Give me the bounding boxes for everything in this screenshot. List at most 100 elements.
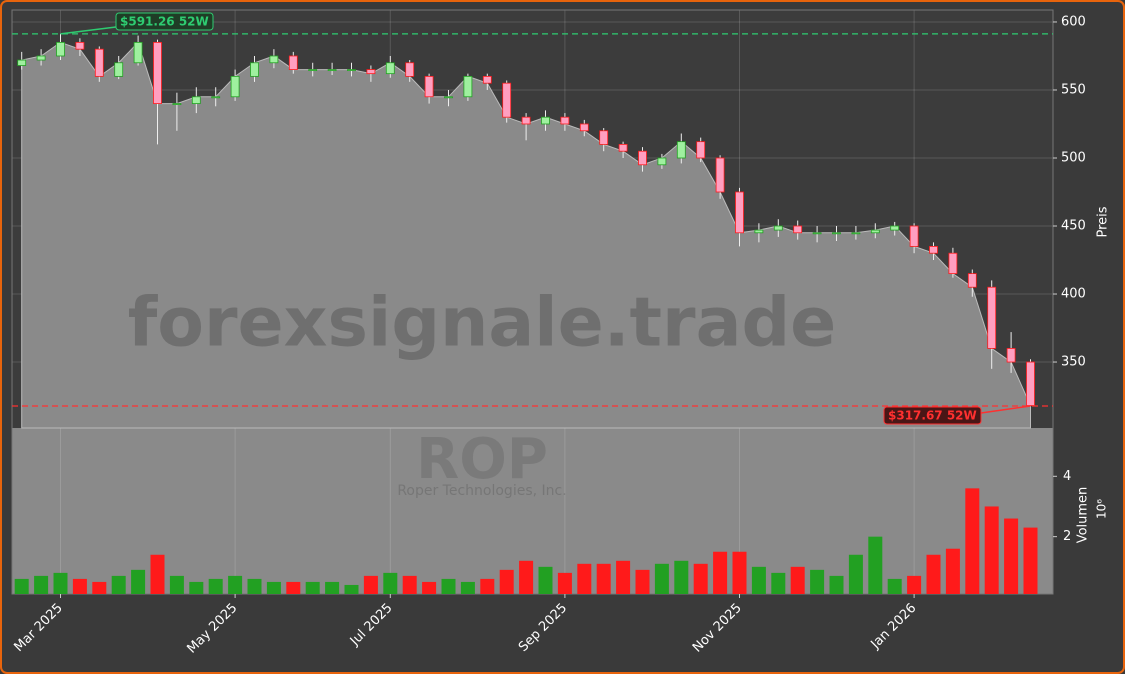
candle-body	[541, 116, 550, 125]
annotation-label: $591.26 52W	[120, 15, 209, 29]
candle-body	[94, 48, 104, 77]
candle-body	[211, 96, 221, 99]
y2-multiplier: 10⁶	[1095, 499, 1109, 519]
volume-bar	[266, 581, 281, 594]
candle-body	[444, 96, 453, 99]
candle-body	[36, 55, 46, 61]
volume-bar	[441, 578, 456, 594]
volume-bar	[907, 575, 922, 594]
volume-bar	[402, 575, 417, 594]
volume-bar	[72, 578, 87, 594]
annotation-arrow	[60, 26, 117, 35]
volume-bar	[984, 506, 999, 594]
watermark: forexsignale.trade	[128, 284, 837, 363]
candle-body	[812, 232, 822, 235]
volume-bar	[616, 560, 631, 594]
company-watermark: Roper Technologies, Inc.	[397, 483, 566, 499]
candle-body	[482, 75, 492, 84]
volume-bar	[829, 575, 844, 594]
volume-bar	[247, 578, 262, 594]
volume-bar	[732, 551, 747, 594]
candle-body	[618, 143, 628, 152]
annotation-box	[883, 406, 982, 425]
volume-bar	[868, 536, 883, 594]
volume-bar	[34, 575, 49, 594]
candle-body	[56, 41, 65, 57]
volume-bar	[499, 569, 514, 594]
candle-body	[560, 116, 570, 125]
y-tick-label: 400	[1061, 287, 1086, 302]
candle-body	[308, 69, 318, 71]
volume-bar	[383, 572, 398, 594]
candle-body	[929, 246, 938, 254]
y2-tick-label: 2	[1063, 529, 1071, 544]
volume-bar	[228, 575, 243, 594]
volume-bar	[460, 581, 475, 594]
y-tick-label: 550	[1061, 82, 1086, 97]
volume-bar	[674, 560, 689, 594]
candle-body	[1026, 361, 1035, 406]
volume-bar	[363, 575, 378, 594]
volume-bar	[1023, 527, 1038, 594]
candle-body	[114, 62, 124, 77]
candle-body	[191, 96, 201, 104]
annotation-arrow	[980, 405, 1031, 414]
volume-bar	[577, 563, 592, 594]
y-axis-label: Preis	[1096, 206, 1111, 237]
volume-bar	[693, 563, 708, 594]
volume-bar	[14, 578, 29, 594]
candle-body	[967, 273, 977, 288]
volume-bar	[325, 581, 340, 594]
volume-bar	[305, 581, 320, 594]
y-tick-label: 600	[1061, 14, 1086, 29]
candle-body	[133, 41, 143, 64]
volume-bar	[635, 569, 650, 594]
candle-body	[579, 123, 589, 132]
volume-bar	[945, 548, 960, 594]
candle-body	[909, 225, 919, 247]
candle-body	[715, 157, 725, 193]
candle-body	[269, 55, 279, 64]
candle-body	[773, 225, 783, 231]
candle-body	[385, 62, 395, 75]
candle-body	[754, 229, 764, 234]
y-tick-label: 450	[1061, 219, 1086, 234]
volume-bar	[111, 575, 126, 594]
volume-bar	[538, 566, 553, 594]
candle-body	[463, 75, 473, 98]
y-tick-label: 500	[1061, 150, 1086, 165]
candle-body	[948, 252, 958, 275]
volume-bar	[810, 569, 825, 594]
candle-body	[735, 191, 744, 234]
y2-tick-label: 4	[1063, 469, 1071, 484]
volume-bar	[654, 563, 669, 594]
candle-body	[870, 229, 880, 234]
underlay	[12, 10, 1053, 594]
volume-bar	[596, 563, 611, 594]
candle-body	[405, 62, 415, 77]
volume-bar	[344, 584, 359, 594]
candle-body	[153, 41, 162, 104]
candle-body	[521, 116, 531, 125]
volume-bar	[189, 581, 204, 594]
candle-body	[502, 82, 512, 118]
volume-bar	[771, 572, 786, 594]
candle-body	[75, 41, 85, 50]
annotation-box	[115, 12, 214, 31]
candle-body	[890, 225, 900, 231]
candle-body	[851, 232, 861, 235]
candle-body	[676, 141, 686, 159]
volume-bar	[557, 572, 572, 594]
candle-body	[696, 141, 706, 159]
volume-bar	[751, 566, 766, 594]
volume-bar	[422, 581, 437, 594]
volume-bar	[1004, 518, 1019, 594]
y2-axis-label: Volumen	[1076, 487, 1091, 544]
volume-bar	[92, 581, 107, 594]
candle-body	[832, 232, 841, 235]
volume-bar	[848, 554, 863, 594]
candle-body	[327, 69, 337, 71]
volume-bar	[887, 578, 902, 594]
